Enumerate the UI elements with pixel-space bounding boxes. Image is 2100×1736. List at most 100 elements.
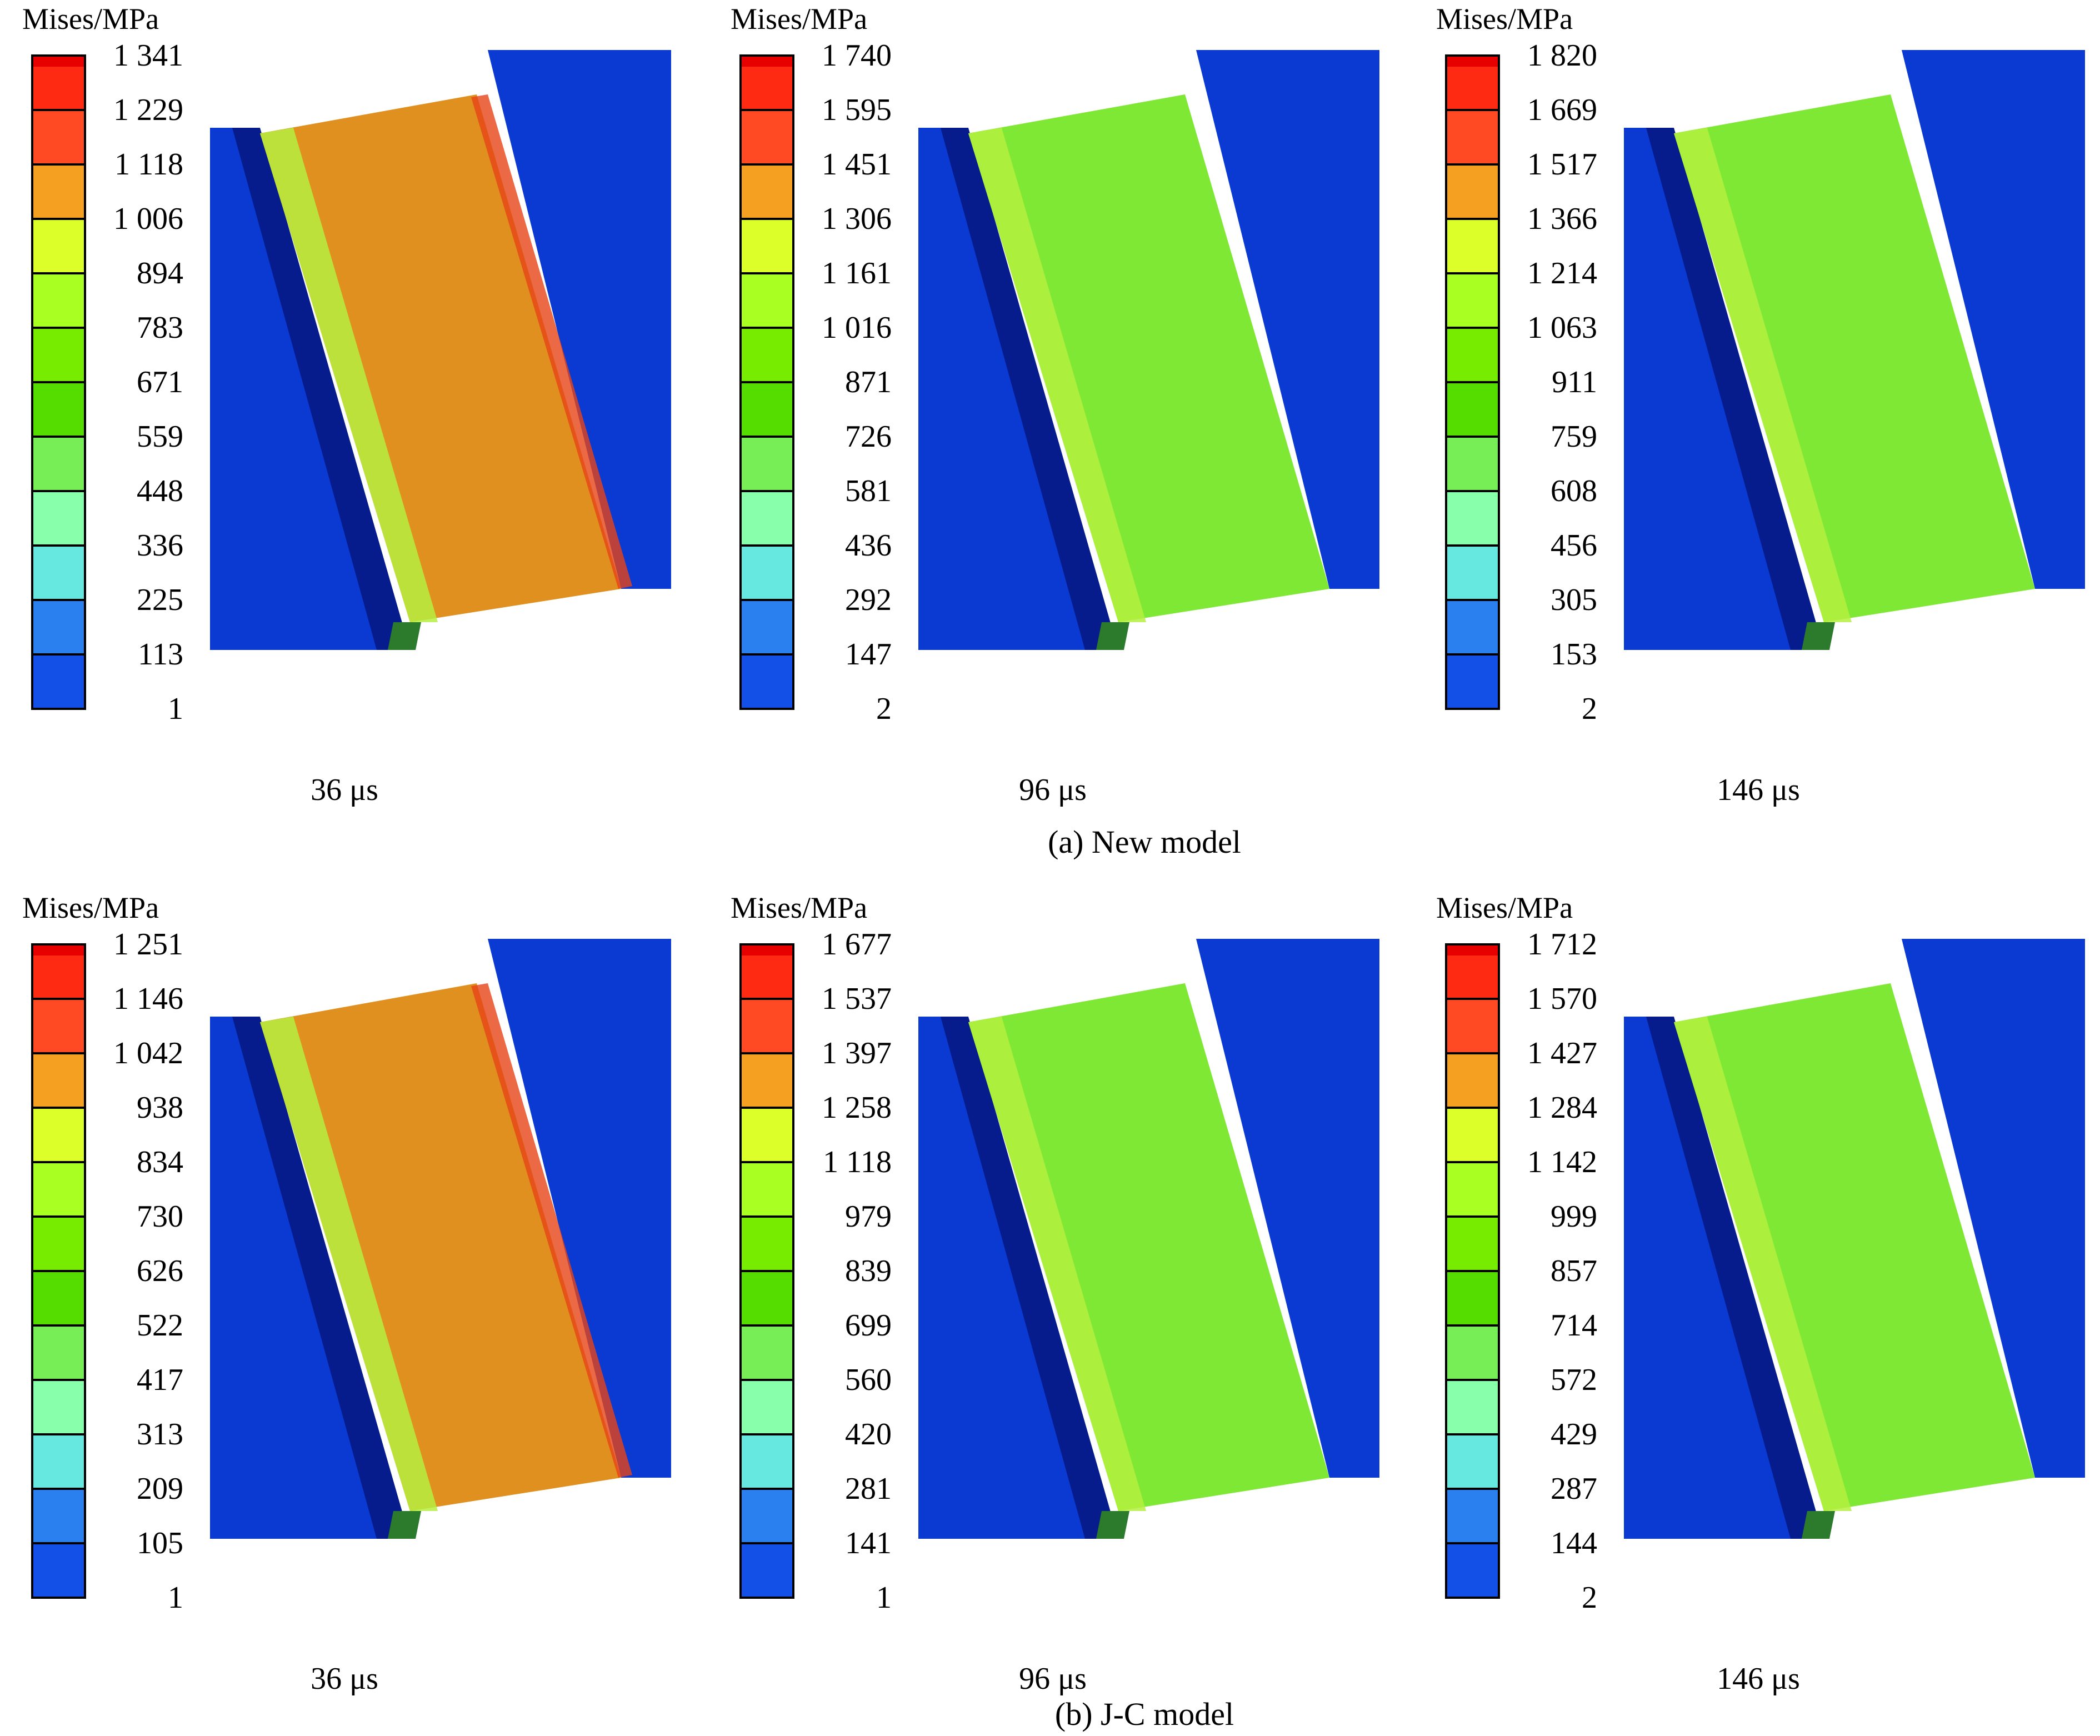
legend-tick-label: 305 [1551,583,1597,617]
legend-title: Mises/MPa [731,891,867,924]
legend-color-cell [1445,1433,1500,1490]
specimen-edge [260,1017,438,1511]
shear-band [941,128,1118,650]
legend-color-cell [31,1215,86,1272]
legend-color-cell [1445,1324,1500,1381]
legend-tick-label: 1 258 [822,1090,892,1125]
legend-color-cell [1445,1052,1500,1109]
simulation-contour [1624,939,2085,1539]
legend-color-cell [31,1270,86,1327]
legend-color-cell [739,109,794,166]
legend-tick-label: 699 [845,1308,892,1343]
legend-color-cell [31,490,86,547]
legend-color-cell [1445,490,1500,547]
legend-top-band [1447,57,1498,67]
legend-tick-label: 1 229 [113,93,183,127]
simulation-contour [210,939,671,1539]
legend-tick-label: 1 537 [822,982,892,1016]
legend-color-cell [1445,218,1500,274]
legend-tick-label: 1 [168,692,183,726]
legend-tick-label: 1 214 [1527,256,1597,291]
legend-top-band [742,57,792,67]
legend-top-band [742,945,792,955]
legend-color-cell [739,1215,794,1272]
legend-tick-label: 1 740 [822,38,892,73]
legend-tick-label: 1 820 [1527,38,1597,73]
legend-color-cell [739,218,794,274]
legend-tick-label: 113 [138,637,183,672]
legend-tick-label: 209 [137,1472,183,1506]
legend-tick-label: 1 397 [822,1036,892,1070]
specimen-body [968,983,1329,1511]
color-legend-bar [739,943,794,1599]
legend-color-cell [739,163,794,220]
specimen-body [260,94,621,622]
shear-band [232,1017,410,1539]
legend-tick-label: 559 [137,419,183,454]
legend-color-cell [739,272,794,329]
legend-color-cell [31,998,86,1054]
legend-tick-label: 141 [845,1526,892,1560]
shear-band [1646,128,1824,650]
legend-color-cell [739,653,794,710]
lower-stub [388,622,421,650]
legend-tick-label: 1 006 [113,202,183,236]
simulation-contour [918,50,1379,650]
legend-tick-label: 456 [1551,528,1597,563]
legend-color-cell [31,1379,86,1435]
high-stress-edge [471,94,632,589]
legend-tick-label: 153 [1551,637,1597,672]
legend-color-cell [1445,1215,1500,1272]
legend-color-cell [1445,1161,1500,1218]
legend-color-cell [31,436,86,492]
legend-tick-label: 1 146 [113,982,183,1016]
legend-tick-label: 105 [137,1526,183,1560]
legend-tick-label: 448 [137,474,183,508]
lower-stub [1802,622,1835,650]
legend-color-cell [1445,1379,1500,1435]
legend-color-cell [1445,163,1500,220]
legend-tick-label: 1 251 [113,927,183,962]
legend-tick-label: 1 570 [1527,982,1597,1016]
legend-color-cell [739,1433,794,1490]
legend-color-cell [739,1542,794,1599]
specimen-edge [1674,1017,1852,1511]
legend-color-cell [31,1433,86,1490]
legend-color-cell [739,327,794,383]
legend-title: Mises/MPa [22,2,159,36]
legend-color-cell [31,327,86,383]
legend-color-cell [1445,436,1500,492]
legend-tick-label: 1 063 [1527,311,1597,345]
legend-color-cell [31,1052,86,1109]
legend-color-cell [1445,599,1500,656]
legend-top-band [33,945,84,955]
legend-color-cell [1445,998,1500,1054]
time-label: 36 μs [311,773,378,807]
legend-tick-label: 1 161 [822,256,892,291]
legend-tick-label: 522 [137,1308,183,1343]
specimen-body [1674,94,2035,622]
legend-color-cell [739,436,794,492]
legend-color-cell [31,218,86,274]
lower-stub [1096,622,1129,650]
legend-tick-label: 1 341 [113,38,183,73]
legend-tick-label: 560 [845,1363,892,1397]
legend-tick-label: 1 142 [1527,1145,1597,1179]
legend-color-cell [739,1161,794,1218]
legend-color-cell [31,109,86,166]
legend-tick-label: 581 [845,474,892,508]
legend-tick-label: 2 [1582,692,1597,726]
legend-color-cell [739,1324,794,1381]
legend-color-cell [1445,1542,1500,1599]
legend-tick-label: 839 [845,1254,892,1288]
legend-tick-label: 1 677 [822,927,892,962]
legend-color-cell [1445,381,1500,438]
legend-tick-label: 1 118 [823,1145,892,1179]
legend-color-cell [1445,653,1500,710]
legend-tick-label: 436 [845,528,892,563]
legend-tick-label: 1 [168,1580,183,1615]
